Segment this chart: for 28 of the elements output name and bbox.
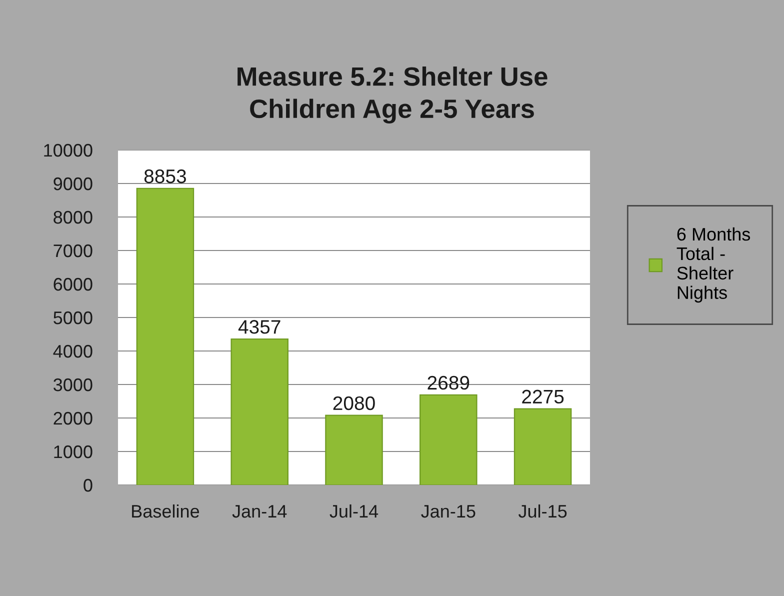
data-label: 2275 xyxy=(522,390,564,404)
y-tick-label: 5000 xyxy=(54,311,92,324)
y-tick-label: 8000 xyxy=(54,210,92,224)
y-tick-label: 3000 xyxy=(54,378,92,392)
data-label: 2689 xyxy=(428,376,470,390)
bar xyxy=(420,394,478,485)
chart-title: Measure 5.2: Shelter Use Children Age 2-5 Years xyxy=(238,66,548,124)
bar xyxy=(230,338,288,485)
x-tick-label: Jul-15 xyxy=(518,504,567,518)
data-label: 4357 xyxy=(238,320,280,334)
data-label: 8853 xyxy=(144,169,186,184)
y-tick-label: 2000 xyxy=(54,412,92,425)
y-tick-label: 1000 xyxy=(54,445,92,458)
y-tick-label: 0 xyxy=(84,478,92,492)
bar xyxy=(514,408,572,485)
x-tick-label: Jan-14 xyxy=(232,505,287,518)
y-tick-label: 9000 xyxy=(54,177,92,190)
x-tick-label: Jul-14 xyxy=(330,504,378,518)
legend-label: 6 Months Total - Shelter Nights xyxy=(676,227,750,303)
x-tick-label: Baseline xyxy=(132,504,200,518)
x-tick-label: Jan-15 xyxy=(421,505,476,518)
bar xyxy=(136,188,194,485)
y-tick-label: 6000 xyxy=(54,278,92,291)
y-tick-label: 10000 xyxy=(44,144,92,157)
data-label: 2080 xyxy=(333,396,375,410)
bar xyxy=(325,414,383,485)
y-tick-label: 4000 xyxy=(53,344,92,358)
y-tick-label: 7000 xyxy=(54,244,92,258)
